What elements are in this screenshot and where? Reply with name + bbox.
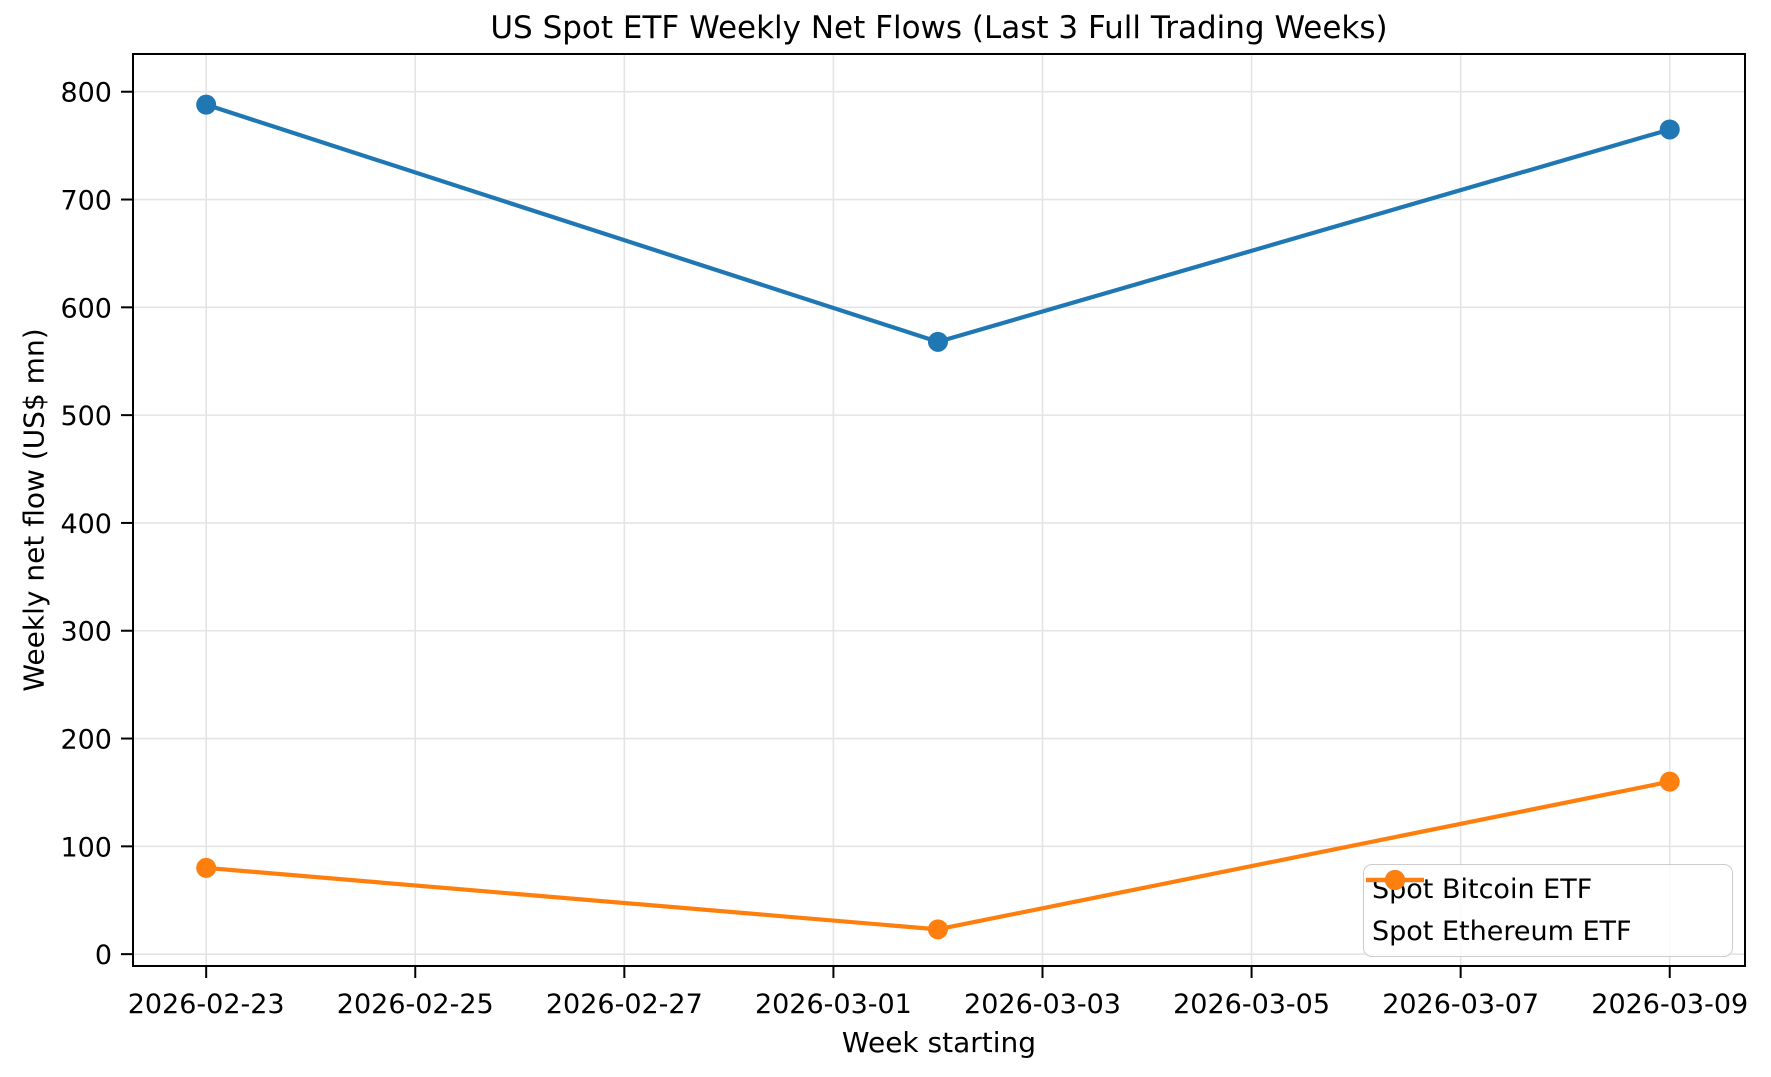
x-tick-label: 2026-02-23 bbox=[128, 989, 285, 1020]
data-point-bitcoin bbox=[1659, 119, 1680, 140]
y-tick-label: 100 bbox=[60, 832, 112, 863]
series-line-bitcoin bbox=[205, 102, 1671, 344]
legend-entry-ethereum: Spot Ethereum ETF bbox=[1366, 870, 1720, 948]
x-tick-label: 2026-02-25 bbox=[337, 989, 494, 1020]
data-point-bitcoin bbox=[196, 94, 217, 115]
x-tick-label: 2026-03-09 bbox=[1591, 989, 1748, 1020]
y-tick-label: 500 bbox=[60, 401, 112, 432]
plot-area-border bbox=[132, 53, 1746, 967]
x-tick-label: 2026-03-01 bbox=[755, 989, 912, 1020]
y-tick-label: 0 bbox=[95, 940, 112, 971]
y-tick-label: 600 bbox=[60, 293, 112, 324]
legend: Spot Bitcoin ETF Spot Ethereum ETF bbox=[1363, 864, 1733, 957]
legend-line-marker-icon bbox=[1366, 870, 1424, 890]
data-point-ethereum bbox=[196, 857, 217, 878]
x-tick-label: 2026-03-07 bbox=[1382, 989, 1539, 1020]
y-tick-label: 800 bbox=[60, 78, 112, 109]
y-tick-label: 200 bbox=[60, 725, 112, 756]
x-tick-label: 2026-03-05 bbox=[1173, 989, 1330, 1020]
chart-title: US Spot ETF Weekly Net Flows (Last 3 Ful… bbox=[490, 10, 1388, 46]
y-axis-label: Weekly net flow (US$ mn) bbox=[17, 328, 51, 692]
legend-label: Spot Ethereum ETF bbox=[1372, 916, 1632, 947]
data-point-ethereum bbox=[1659, 771, 1680, 792]
data-point-ethereum bbox=[927, 919, 948, 940]
y-tick-label: 300 bbox=[60, 617, 112, 648]
x-tick-label: 2026-02-27 bbox=[546, 989, 703, 1020]
y-tick-label: 400 bbox=[60, 509, 112, 540]
x-axis-label: Week starting bbox=[841, 1026, 1037, 1059]
y-tick-label: 700 bbox=[60, 186, 112, 217]
x-tick-label: 2026-03-03 bbox=[964, 989, 1121, 1020]
data-point-bitcoin bbox=[927, 331, 948, 352]
